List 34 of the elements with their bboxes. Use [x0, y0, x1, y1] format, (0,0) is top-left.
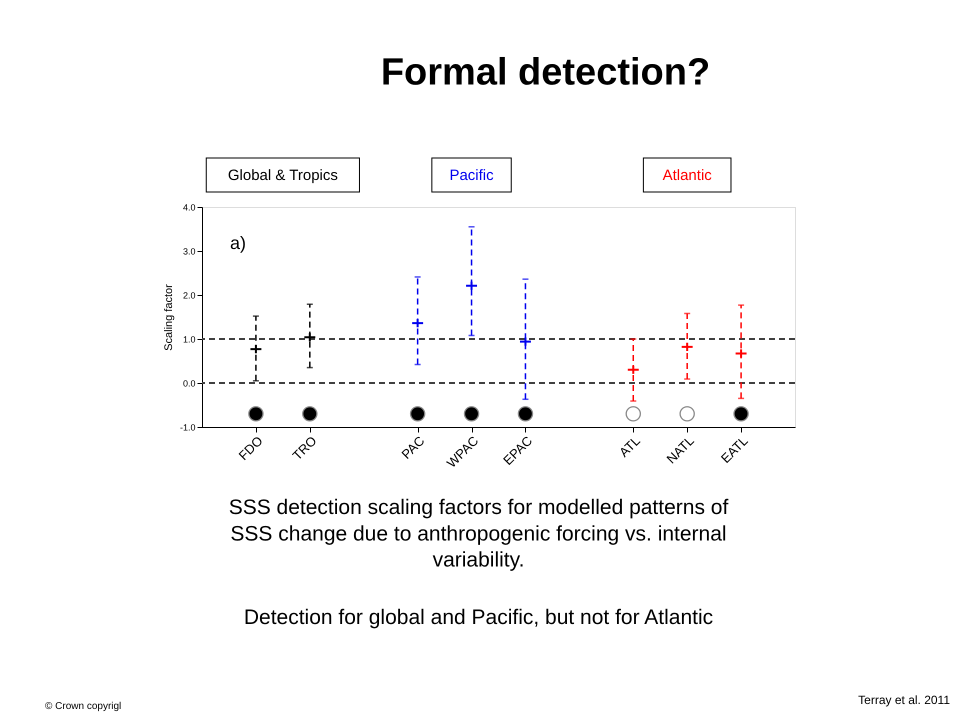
x-tick-label: TRO — [289, 433, 320, 464]
point — [518, 336, 532, 347]
chart-title: Formal detection? — [380, 52, 710, 94]
point — [465, 280, 478, 291]
point — [302, 406, 318, 422]
text: Detection for global and Pacific, but not for Atlantic — [244, 606, 714, 629]
point — [464, 406, 480, 422]
x-tick-label: ATL — [616, 433, 643, 460]
point — [248, 406, 264, 422]
point — [303, 332, 316, 342]
text: © Crown copyrigl — [45, 701, 122, 712]
text: SSS detection scaling factors for modelled patterns of SSS change due to anthropogenic forcing vs. internal variability. — [228, 496, 728, 572]
point — [733, 406, 749, 422]
point — [249, 344, 262, 354]
y-tick-label: 1.0 — [182, 334, 196, 344]
text: Atlantic — [662, 167, 712, 184]
y-tick-label: 2.0 — [182, 290, 196, 300]
y-tick-label: 3.0 — [182, 246, 196, 256]
text: Terray et al. 2011 — [858, 693, 950, 707]
point — [734, 348, 748, 359]
text: Global & Tropics — [228, 167, 338, 184]
point — [411, 318, 424, 328]
text: Pacific — [449, 167, 494, 184]
point — [626, 364, 640, 375]
point — [410, 406, 426, 422]
point — [680, 342, 694, 352]
y-tick-label: 4.0 — [182, 202, 196, 212]
y-tick-label: -1.0 — [180, 422, 196, 432]
y-tick-label: 0.0 — [182, 378, 196, 388]
point — [626, 406, 641, 422]
annotation: a) — [230, 233, 246, 253]
point — [518, 406, 534, 422]
point — [679, 406, 695, 422]
y-axis-title: Scaling factor — [162, 284, 175, 351]
